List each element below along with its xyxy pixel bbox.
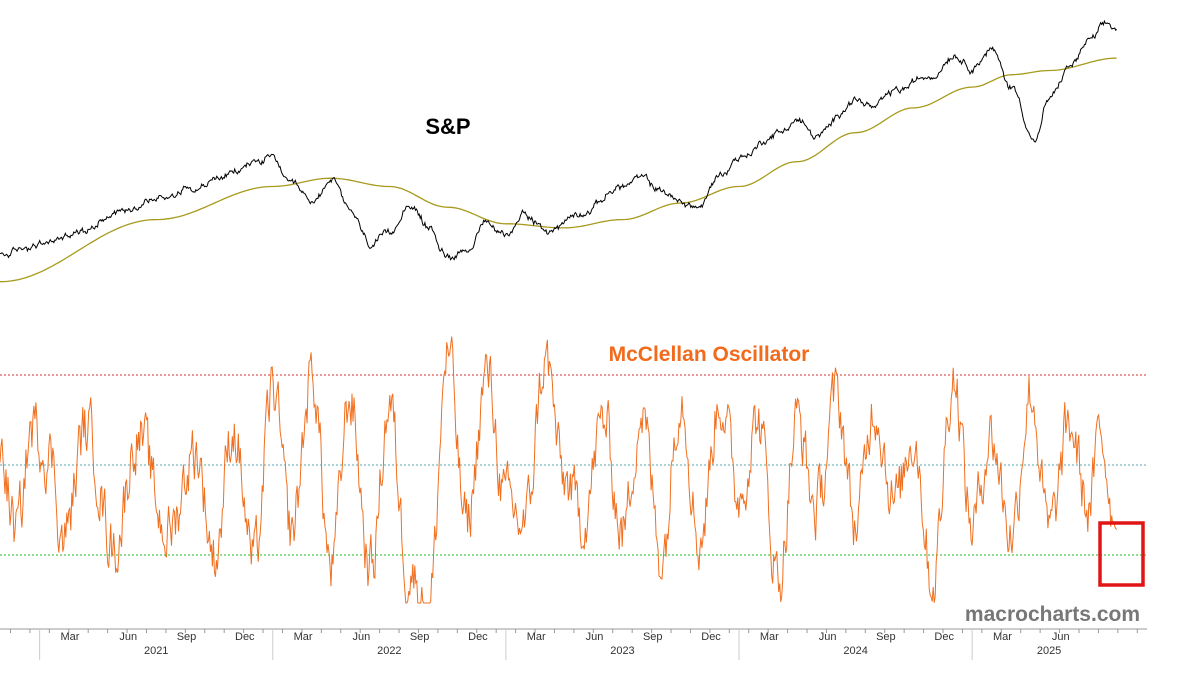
x-tick-label-month: Dec (934, 631, 954, 643)
x-tick-label-month: Jun (119, 631, 137, 643)
oscillator-title: McClellan Oscillator (609, 343, 810, 366)
x-tick-label-year: 2022 (377, 645, 401, 657)
x-tick-label-month: Dec (235, 631, 255, 643)
oscillator-panel (0, 336, 1147, 604)
x-tick-label-month: Mar (527, 631, 546, 643)
sp-price-line (0, 19, 1118, 261)
x-tick-label-month: Dec (701, 631, 721, 643)
x-tick-label-year: 2024 (843, 645, 867, 657)
watermark: macrocharts.com (965, 603, 1140, 626)
x-tick-label-month: Mar (993, 631, 1012, 643)
x-tick-label-month: Dec (468, 631, 488, 643)
sp-moving-average-line (0, 57, 1117, 283)
oscillator-line (0, 336, 1118, 604)
x-tick-label-month: Jun (352, 631, 370, 643)
sp-panel (0, 19, 1118, 283)
x-tick-label-year: 2021 (144, 645, 168, 657)
x-tick-label-month: Jun (1052, 631, 1070, 643)
x-tick-label-month: Sep (876, 631, 896, 643)
x-tick-label-year: 2023 (610, 645, 634, 657)
x-tick-label-year: 2025 (1037, 645, 1061, 657)
x-tick-label-month: Mar (760, 631, 779, 643)
x-tick-label-month: Sep (177, 631, 197, 643)
x-tick-label-month: Mar (294, 631, 313, 643)
time-axis: Mar Jun Sep Dec Mar Jun Sep Dec Mar Jun Sep Dec Mar J… (0, 628, 1147, 660)
sp-title: S&P (425, 114, 470, 139)
x-tick-label-month: Mar (60, 631, 79, 643)
highlight-box (1098, 521, 1145, 587)
x-tick-label-month: Sep (410, 631, 430, 643)
x-tick-label-month: Sep (643, 631, 663, 643)
x-tick-label-month: Jun (819, 631, 837, 643)
x-tick-label-month: Jun (586, 631, 604, 643)
